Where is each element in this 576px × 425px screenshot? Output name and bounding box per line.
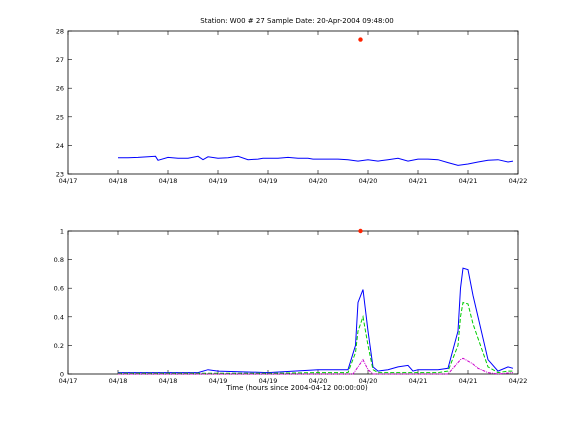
x-tick-label: 04/20 xyxy=(309,177,328,185)
x-tick-label: 04/17 xyxy=(59,177,78,185)
y-tick-label: 0.8 xyxy=(54,256,64,264)
y-tick-label: 0 xyxy=(60,371,64,379)
plot-frame xyxy=(67,30,519,175)
sample-marker xyxy=(358,37,363,42)
x-tick-label: 04/20 xyxy=(359,377,378,385)
sample-marker xyxy=(358,228,363,234)
x-tick-label: 04/18 xyxy=(159,377,178,385)
y-tick-label: 0.2 xyxy=(54,342,64,350)
x-tick-label: 04/22 xyxy=(509,177,528,185)
series-line-1 xyxy=(118,301,513,374)
series-line-0 xyxy=(118,267,514,374)
y-tick-label: 28 xyxy=(56,28,64,36)
x-tick-label: 04/22 xyxy=(509,377,528,385)
top-axes: 04/17 04/18 04/18 04/19 04/19 04/20 04/20 04/21… xyxy=(56,28,528,186)
x-tick-label: 04/19 xyxy=(209,377,228,385)
x-tick-label: 04/18 xyxy=(159,177,178,185)
y-tick-label: 26 xyxy=(56,85,64,93)
x-tick-label: 04/21 xyxy=(409,177,428,185)
x-tick-label: 04/19 xyxy=(259,377,278,385)
x-tick-label: 04/21 xyxy=(459,177,478,185)
y-tick-label: 27 xyxy=(56,56,64,64)
y-tick-label: 1 xyxy=(60,228,64,236)
y-tick-label: 25 xyxy=(56,113,64,121)
x-tick-label: 04/20 xyxy=(359,177,378,185)
figure-title: Station: W00 # 27 Sample Date: 20-Apr-20… xyxy=(200,17,393,25)
x-tick-label: 04/17 xyxy=(59,377,78,385)
x-tick-label: 04/18 xyxy=(109,377,128,385)
y-tick-label: 0.4 xyxy=(54,313,64,321)
x-tick-label: 04/21 xyxy=(459,377,478,385)
y-tick-label: 23 xyxy=(56,171,64,179)
y-tick-label: 0.6 xyxy=(54,285,64,293)
x-tick-label: 04/19 xyxy=(209,177,228,185)
x-axis-label: Time (hours since 2004-04-12 00:00:00) xyxy=(225,384,368,392)
x-tick-label: 04/20 xyxy=(309,377,328,385)
x-tick-label: 04/21 xyxy=(409,377,428,385)
series-line-0 xyxy=(118,155,514,166)
y-tick-label: 24 xyxy=(56,142,64,150)
series-line-2 xyxy=(118,357,514,375)
x-tick-label: 04/18 xyxy=(109,177,128,185)
bottom-axes: 04/17 04/18 04/18 04/19 04/19 04/20 04/20 04/21… xyxy=(54,228,528,386)
x-tick-label: 04/19 xyxy=(259,177,278,185)
plot-frame xyxy=(67,230,519,375)
